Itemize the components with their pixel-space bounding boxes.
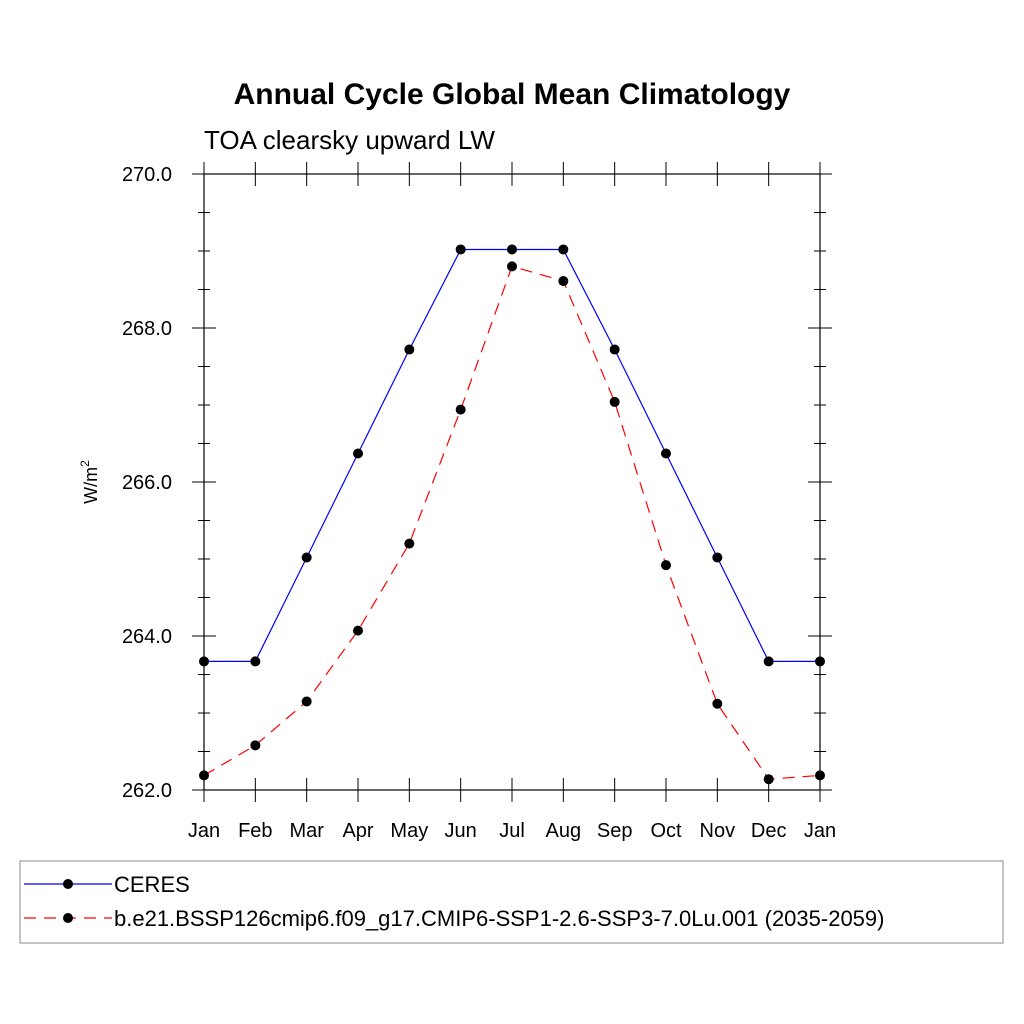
data-point-model (250, 740, 261, 751)
data-point-model (301, 696, 312, 707)
series-lines (203, 248, 821, 780)
x-tick-label: Nov (700, 820, 736, 842)
legend-marker-ceres (63, 879, 73, 889)
chart-title: Annual Cycle Global Mean Climatology (234, 78, 791, 111)
data-point-ceres (815, 656, 825, 667)
series-markers (199, 244, 825, 785)
legend-label-model: b.e21.BSSP126cmip6.f09_g17.CMIP6-SSP1-2.… (114, 906, 884, 931)
data-point-ceres (404, 344, 415, 355)
x-tick-label: Apr (342, 820, 373, 842)
y-tick-label: 262.0 (122, 780, 172, 802)
data-point-model (661, 560, 671, 571)
data-point-model (353, 625, 363, 636)
y-tick-label: 264.0 (122, 626, 172, 648)
x-tick-label: Jun (445, 820, 477, 842)
x-tick-label: Aug (546, 820, 582, 842)
x-tick-label: Jan (188, 820, 220, 842)
x-tick-label: Dec (751, 820, 787, 842)
data-point-ceres (353, 448, 363, 459)
x-tick-label: Feb (238, 820, 272, 842)
svg-text:W/m2: W/m2 (78, 460, 101, 504)
y-axis-label-superscript: 2 (78, 460, 92, 467)
x-tick-label: Jan (804, 820, 836, 842)
data-point-ceres (455, 244, 466, 255)
data-point-model (763, 774, 774, 785)
data-point-model (558, 276, 569, 287)
data-point-ceres (250, 656, 261, 667)
legend-label-ceres: CERES (114, 872, 190, 897)
series-line-model (203, 265, 821, 780)
legend: CERES b.e21.BSSP126cmip6.f09_g17.CMIP6-S… (19, 860, 1004, 944)
x-tick-label: Jul (499, 820, 525, 842)
x-tick-label: Oct (650, 820, 682, 842)
legend-marker-model (63, 913, 73, 923)
data-point-model (455, 404, 466, 415)
data-point-ceres (712, 552, 723, 563)
data-point-ceres (763, 656, 774, 667)
y-tick-label: 266.0 (122, 472, 172, 494)
data-point-ceres (507, 244, 517, 255)
axis-ticks: Jan Feb Mar Apr May Jun Jul Aug Sep Oct Nov Dec Jan 2… (122, 162, 836, 842)
data-point-model (507, 261, 517, 272)
y-axis-label: W/m2 (78, 460, 101, 504)
data-point-model (609, 396, 620, 407)
data-point-model (404, 538, 415, 549)
data-point-model (815, 770, 825, 781)
data-point-ceres (609, 344, 620, 355)
y-tick-label: 270.0 (122, 164, 172, 186)
y-axis-label-text: W/m (81, 467, 101, 504)
data-point-ceres (661, 448, 671, 459)
data-point-ceres (199, 656, 209, 667)
data-point-model (199, 770, 209, 781)
chart-subtitle: TOA clearsky upward LW (204, 125, 495, 155)
series-line-ceres (204, 248, 820, 663)
data-point-ceres (301, 552, 312, 563)
x-tick-label: Mar (289, 820, 324, 842)
x-tick-label: Sep (597, 820, 633, 842)
y-tick-label: 268.0 (122, 318, 172, 340)
data-point-ceres (558, 244, 569, 255)
legend-box (19, 860, 1004, 944)
x-tick-label: May (390, 820, 428, 842)
data-point-model (712, 698, 723, 709)
